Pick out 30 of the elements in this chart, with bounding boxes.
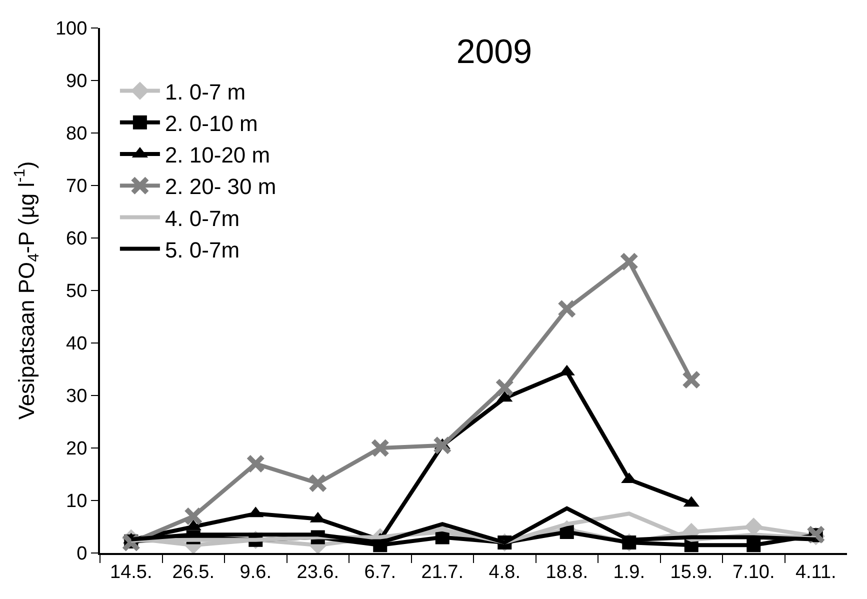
x-tick-label: 6.7. <box>364 562 396 583</box>
y-tick-label: 20 <box>66 438 88 460</box>
x-tick-label: 9.6. <box>240 562 272 583</box>
legend-label: 5. 0-7m <box>164 237 240 262</box>
y-tick-label: 100 <box>55 18 88 40</box>
x-tick-label: 15.9. <box>670 562 713 583</box>
y-tick-label: 80 <box>66 124 88 145</box>
legend-label: 4. 0-7m <box>164 206 240 231</box>
y-tick-label: 40 <box>66 334 88 355</box>
y-tick-label: 0 <box>76 544 88 565</box>
y-tick-label: 30 <box>66 386 88 408</box>
x-tick-label: 26.5. <box>172 562 215 583</box>
legend-label: 2. 10-20 m <box>164 142 270 168</box>
legend-label: 1. 0-7 m <box>164 79 246 104</box>
x-tick-label: 18.8. <box>546 562 588 583</box>
x-tick-label: 7.10. <box>732 562 775 583</box>
chart-title: 2009 <box>456 32 532 71</box>
y-tick-label: 50 <box>66 281 88 302</box>
legend-label: 2. 20- 30 m <box>164 174 276 200</box>
x-tick-label: 1.9. <box>613 562 645 583</box>
x-tick-label: 21.7. <box>421 562 464 583</box>
y-tick-label: 10 <box>66 491 88 512</box>
y-tick-label: 90 <box>66 71 88 92</box>
x-tick-label: 14.5. <box>110 562 152 583</box>
x-tick-label: 4.8. <box>488 562 520 583</box>
legend-label: 2. 0-10 m <box>164 110 258 136</box>
x-tick-label: 4.11. <box>795 562 836 583</box>
y-tick-label: 70 <box>66 176 88 198</box>
y-tick-label: 60 <box>66 228 88 250</box>
x-tick-label: 23.6. <box>296 562 340 583</box>
